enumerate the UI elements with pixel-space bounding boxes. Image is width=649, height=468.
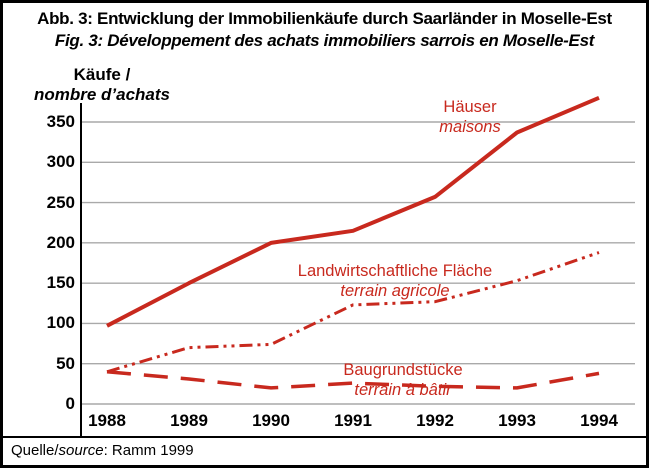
figure-title: Abb. 3: Entwicklung der Immobilienkäufe …: [3, 8, 646, 52]
series-line-0: [106, 95, 600, 328]
series-label-building-plots-german: Baugrundstücke: [343, 361, 463, 379]
x-tick-1991: 1991: [334, 411, 372, 430]
x-tick-1994: 1994: [580, 411, 618, 430]
source-citation: : Ramm 1999: [103, 442, 194, 459]
y-tick-50: 50: [56, 353, 75, 373]
y-axis-label-french: nombre d’achats: [33, 85, 171, 104]
x-tick-1989: 1989: [170, 411, 208, 430]
y-tick-150: 150: [46, 273, 75, 293]
source-note: Quelle/source: Ramm 1999: [3, 436, 646, 465]
y-axis-label: Käufe / nombre d’achats: [11, 65, 193, 105]
y-tick-200: 200: [46, 232, 75, 252]
y-tick-250: 250: [46, 192, 75, 212]
x-tick-1992: 1992: [416, 411, 454, 430]
x-tick-1993: 1993: [498, 411, 536, 430]
series-label-houses-french: maisons: [439, 118, 501, 136]
series-label-agricultural-land: Landwirtschaftliche Fläche terrain agric…: [298, 261, 492, 301]
x-tick-1988: 1988: [88, 411, 126, 430]
y-axis-label-german: Käufe /: [73, 65, 131, 84]
series-label-building-plots-french: terrain à bâtir: [354, 381, 452, 399]
series-label-building-plots: Baugrundstücke terrain à bâtir: [343, 360, 462, 400]
y-tick-0: 0: [65, 394, 75, 413]
series-label-houses: Häuser maisons: [439, 97, 500, 137]
source-label-french: source: [58, 442, 104, 459]
source-label-german: Quelle/: [11, 442, 59, 459]
y-tick-300: 300: [46, 152, 75, 172]
series-line-1: [106, 251, 600, 374]
x-tick-1990: 1990: [252, 411, 290, 430]
series-label-agricultural-land-german: Landwirtschaftliche Fläche: [297, 262, 493, 280]
series-line-2: [106, 370, 600, 390]
series-label-houses-german: Häuser: [443, 98, 497, 116]
y-tick-100: 100: [46, 313, 75, 333]
chart-svg: [82, 95, 635, 405]
y-axis-line: [80, 103, 82, 436]
y-tick-350: 350: [46, 112, 75, 131]
title-german: Abb. 3: Entwicklung der Immobilienkäufe …: [37, 9, 612, 28]
series-label-agricultural-land-french: terrain agricole: [340, 282, 450, 300]
title-french: Fig. 3: Développement des achats immobil…: [54, 31, 595, 50]
